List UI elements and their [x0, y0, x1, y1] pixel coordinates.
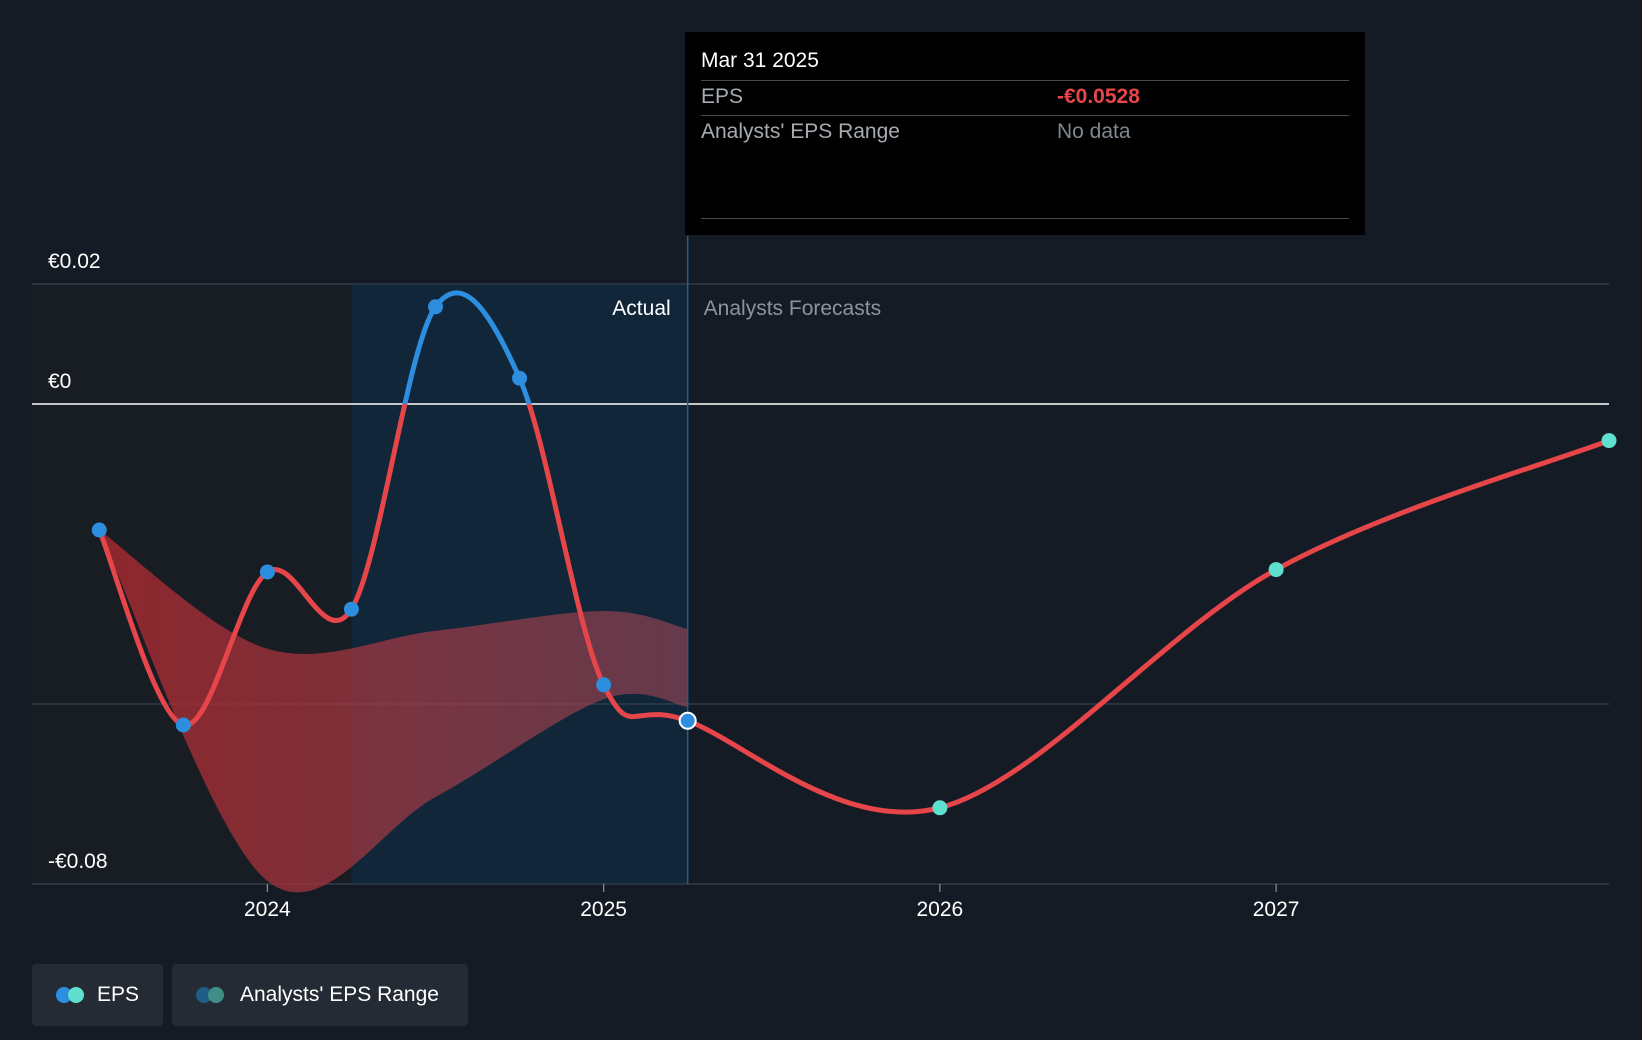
eps-line-layer — [96, 290, 1612, 815]
eps-actual-point[interactable] — [596, 677, 612, 693]
points-layer — [91, 299, 1617, 816]
tooltip-divider — [701, 218, 1349, 219]
x-tick-label: 2026 — [917, 898, 964, 921]
analysts-eps-range-area — [99, 530, 688, 893]
x-tick-label: 2027 — [1253, 898, 1300, 921]
eps-forecast-point[interactable] — [1601, 433, 1617, 449]
eps-forecast-point[interactable] — [1268, 562, 1284, 578]
y-tick-labels: €0.02 €0 -€0.08 — [48, 250, 108, 873]
hover-tooltip: Mar 31 2025 EPS -€0.0528 Analysts' EPS R… — [685, 32, 1365, 235]
y-tick-label: €0.02 — [48, 250, 101, 273]
legend-eps-icon — [56, 987, 84, 1003]
x-tick-label: 2024 — [244, 898, 291, 921]
legend-eps-label: EPS — [96, 983, 139, 1006]
tooltip-eps-row: EPS -€0.0528 — [701, 80, 1349, 115]
eps-actual-point[interactable] — [175, 717, 191, 733]
tooltip-eps-label: EPS — [701, 85, 744, 108]
y-tick-label: -€0.08 — [48, 850, 108, 873]
legend-range-button[interactable]: Analysts' EPS Range — [172, 964, 468, 1026]
y-tick-label: €0 — [48, 370, 71, 393]
tooltip-range-value: No data — [1057, 120, 1131, 143]
legend-range-dot-forecast — [208, 987, 224, 1003]
eps-actual-point[interactable] — [91, 522, 107, 538]
grid-lines — [32, 283, 1609, 885]
tooltip-eps-value: -€0.0528 — [1057, 85, 1140, 108]
eps-actual-point[interactable] — [343, 601, 359, 617]
eps-line — [96, 404, 1612, 815]
legend-range-label: Analysts' EPS Range — [240, 983, 439, 1006]
actual-section-label: Actual — [612, 297, 670, 320]
forecast-section-label: Analysts Forecasts — [704, 297, 881, 320]
legend-eps-dot-forecast — [68, 987, 84, 1003]
legend-eps-button[interactable]: EPS — [32, 964, 163, 1026]
tooltip-range-row: Analysts' EPS Range No data — [701, 115, 1349, 150]
legend-range-icon — [196, 987, 226, 1003]
range-area-layer — [99, 530, 688, 893]
eps-actual-point[interactable] — [512, 370, 528, 386]
eps-actual-point[interactable] — [427, 299, 443, 315]
eps-point-highlighted[interactable] — [678, 711, 697, 730]
x-tick-labels: 2024 2025 2026 2027 — [244, 884, 1299, 921]
x-tick-label: 2025 — [580, 898, 627, 921]
eps-actual-point[interactable] — [259, 564, 275, 580]
tooltip-date: Mar 31 2025 — [701, 49, 819, 72]
tooltip-range-label: Analysts' EPS Range — [701, 120, 900, 143]
eps-forecast-point[interactable] — [932, 800, 948, 816]
